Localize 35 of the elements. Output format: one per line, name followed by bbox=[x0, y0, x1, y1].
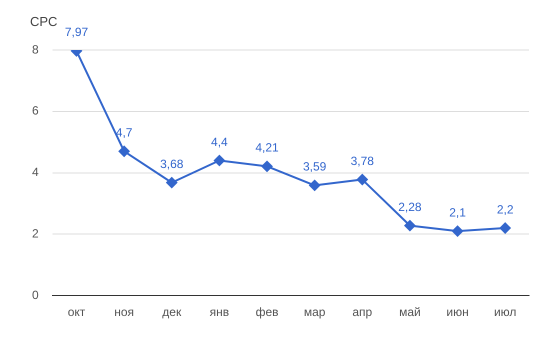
x-tick-label: июн bbox=[446, 305, 469, 320]
x-tick-label: янв bbox=[210, 305, 230, 320]
y-tick-label: 2 bbox=[32, 226, 39, 241]
data-label: 3,68 bbox=[160, 156, 184, 171]
point bbox=[356, 174, 368, 186]
point bbox=[404, 220, 416, 232]
point bbox=[309, 180, 320, 191]
y-tick-label: 4 bbox=[32, 165, 39, 180]
y-tick-label: 6 bbox=[32, 104, 39, 118]
x-tick-label: окт bbox=[68, 305, 86, 320]
data-label: 4,7 bbox=[116, 126, 133, 140]
point bbox=[166, 177, 178, 188]
point bbox=[262, 160, 273, 172]
x-tick-label: апр bbox=[352, 305, 373, 320]
x-tick-label: мар bbox=[304, 305, 326, 320]
y-tick-label: 0 bbox=[32, 288, 39, 302]
data-label: 3,78 bbox=[350, 154, 374, 168]
y-tick-label: 8 bbox=[32, 42, 39, 56]
y-axis-title: CPC bbox=[30, 14, 58, 30]
x-tick-label: июл bbox=[494, 305, 516, 320]
data-label: 2,2 bbox=[496, 202, 514, 216]
data-label: 4,4 bbox=[211, 134, 228, 149]
data-label: 2,1 bbox=[449, 205, 466, 220]
point bbox=[500, 222, 511, 234]
data-label: 7,97 bbox=[64, 25, 88, 40]
x-tick-label: фев bbox=[256, 305, 278, 320]
x-tick-label: май bbox=[399, 305, 421, 320]
data-label: 4,21 bbox=[255, 140, 280, 155]
data-label: 2,28 bbox=[398, 200, 422, 214]
x-tick-label: ноя bbox=[114, 305, 134, 320]
point bbox=[214, 155, 225, 166]
point bbox=[452, 226, 464, 237]
point bbox=[118, 146, 130, 157]
x-tick-label: дек bbox=[162, 305, 182, 320]
data-label: 3,59 bbox=[302, 160, 327, 174]
